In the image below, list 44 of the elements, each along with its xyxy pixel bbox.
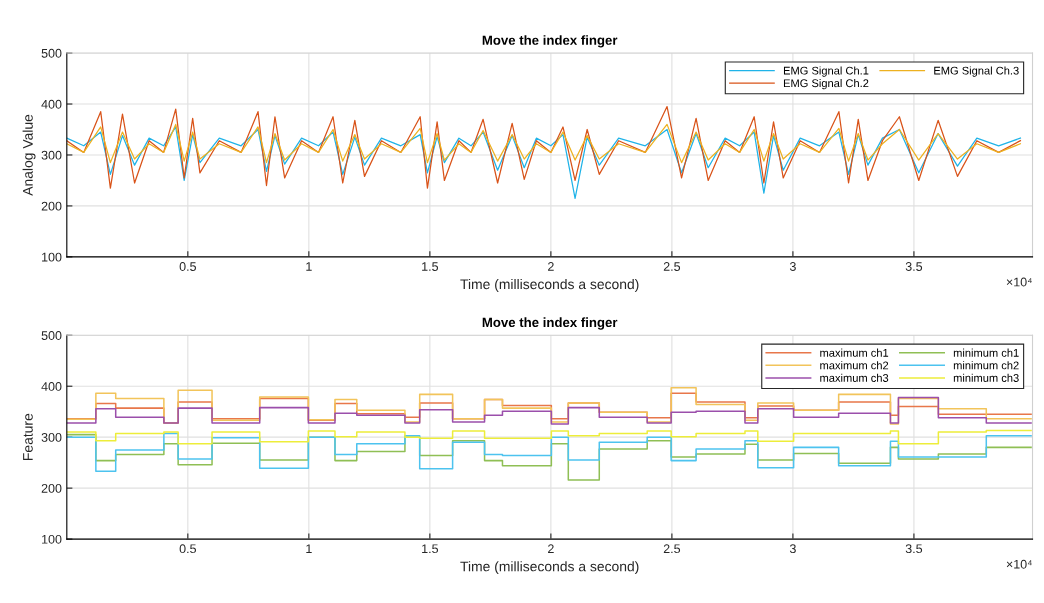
x-axis-title: Time (milliseconds a second) <box>460 278 639 292</box>
line-series <box>66 126 1022 199</box>
x-tick-label: 2 <box>548 544 554 553</box>
line-series <box>66 123 1022 164</box>
legend-label: maximum ch3 <box>820 373 889 382</box>
y-axis-title: Feature <box>23 413 33 460</box>
y-tick-label: 100 <box>42 252 62 262</box>
x-tick-label: 1.5 <box>422 544 439 554</box>
y-tick-label: 200 <box>41 201 62 211</box>
text: ×10⁴ <box>1006 277 1032 287</box>
y-tick-label: 500 <box>41 331 62 340</box>
y-tick-label: 300 <box>41 432 62 442</box>
x-tick-label: 1.5 <box>422 262 439 271</box>
y-tick-label: 500 <box>41 48 62 58</box>
y-tick-label: 300 <box>41 150 62 160</box>
x-tick-label: 3 <box>789 544 796 554</box>
x-tick-label: 3.5 <box>905 544 923 554</box>
legend-label: EMG Signal Ch.2 <box>783 78 869 90</box>
y-tick-label: 100 <box>42 534 62 544</box>
legend-label: maximum ch1 <box>820 348 889 357</box>
x-tick-label: 2.5 <box>663 262 681 271</box>
x-tick-label: 0.5 <box>179 262 196 271</box>
y-axis-title: Analog Value <box>22 114 36 196</box>
legend-label: EMG Signal Ch.1 <box>783 66 869 77</box>
legend-label: minimum ch1 <box>953 348 1019 357</box>
chart-title: Move the index finger <box>482 35 618 48</box>
legend-label: maximum ch2 <box>820 361 889 370</box>
x-tick-label: 2 <box>548 262 554 271</box>
x-tick-label: 3.5 <box>905 262 923 271</box>
x-axis-title: Time (milliseconds a second) <box>460 561 639 575</box>
y-tick-label: 200 <box>41 483 62 493</box>
x-tick-label: 1 <box>306 262 312 271</box>
legend-label: minimum ch2 <box>953 361 1019 370</box>
x-tick-label: 1 <box>306 544 312 553</box>
text: ×10⁴ <box>1006 559 1032 569</box>
line-series <box>66 105 1022 189</box>
x-tick-label: 0.5 <box>179 544 196 554</box>
y-tick-label: 400 <box>41 99 62 109</box>
x-tick-label: 2.5 <box>663 544 681 554</box>
y-tick-label: 400 <box>41 382 62 391</box>
legend-label: minimum ch3 <box>953 373 1019 382</box>
legend-label: EMG Signal Ch.3 <box>934 66 1019 77</box>
x-tick-label: 3 <box>789 262 796 271</box>
chart-title: Move the index finger <box>482 317 618 330</box>
